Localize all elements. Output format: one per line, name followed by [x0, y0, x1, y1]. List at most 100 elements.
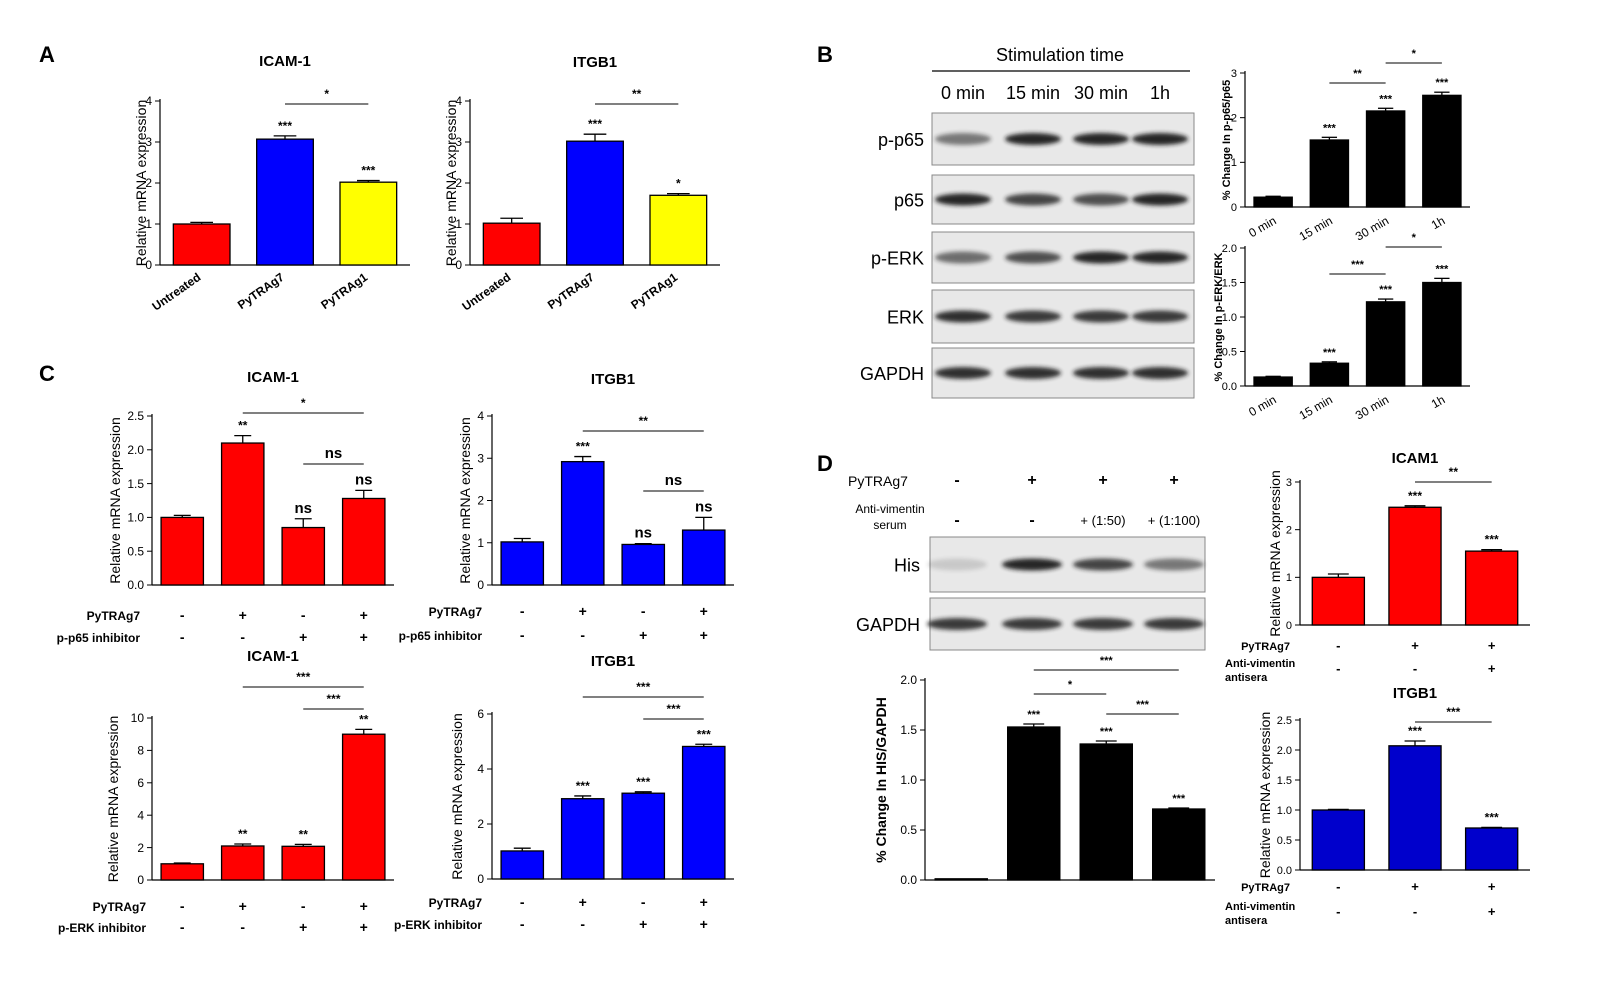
panel-c-chart-1-comp-label-1: ns [665, 472, 683, 489]
panel-d-band-1-2 [1073, 618, 1133, 630]
panel-c-chart-3-row-label-1: p-ERK inhibitor [394, 918, 482, 932]
panel-a-itgb1-sig-1: *** [588, 117, 602, 131]
panel-c-chart-3-ytick-label-1: 2 [477, 817, 484, 831]
panel-c-chart-0-ytick-label-2: 1.0 [127, 511, 144, 525]
panel-c-chart-0-comp-label-0: * [301, 396, 306, 410]
panel-b-pp65-comp-label-0: ** [1353, 68, 1362, 80]
panel-c-chart-2-sig-1: ** [238, 827, 248, 841]
panel-a-icam1-ytick-label-3: 3 [145, 135, 152, 149]
panel-c-chart-3-row-1-mark-3: + [700, 916, 708, 932]
panel-d-chart-1-chart: 0.0 0.5 1.0 1.5 2.0 2.5 Relative mRNA expressi… [1225, 685, 1530, 927]
panel-b-letter: B [817, 42, 833, 67]
panel-c-chart-2-row-1-mark-2: + [299, 919, 307, 935]
panel-c-chart-0-ytick-label-3: 1.5 [127, 477, 144, 491]
panel-d-chart-0-bar-0 [1311, 576, 1366, 626]
panel-a-itgb1-ylabel: Relative mRNA expression [443, 100, 459, 267]
panel-d-band-0-3 [1144, 558, 1204, 571]
panel-b-lane-label-0: 0 min [941, 83, 985, 103]
panel-c-chart-3-sig-2: *** [636, 775, 650, 789]
panel-d-his-bar-1 [1007, 726, 1061, 881]
panel-a-itgb1-ytick-label-2: 2 [455, 176, 462, 190]
panel-b-perk-bar-0 [1253, 376, 1293, 387]
panel-b-row-label-3: ERK [887, 308, 924, 328]
panel-c-chart-0-row-0-mark-1: + [239, 607, 247, 623]
panel-c-chart-1-sig-3: ns [695, 498, 713, 515]
panel-a-icam1-sig-1: *** [278, 119, 292, 133]
panel-a-icam1-sig-2: *** [361, 164, 375, 178]
row-label-line-2: antisera [1225, 915, 1268, 927]
panel-c-chart-2-row-1-mark-3: + [360, 919, 368, 935]
panel-c-chart-3-bar-0 [500, 850, 545, 880]
panel-b-band-0-3 [1132, 133, 1188, 145]
panel-b-band-1-2 [1073, 193, 1129, 206]
panel-d-chart-1-bar-0 [1311, 809, 1366, 871]
panel-c-chart-1-row-label-1: p-p65 inhibitor [399, 629, 483, 643]
panel-c-chart-0-chart: 0.0 0.5 1.0 1.5 2.0 2.5 Relative mRNA expressi… [57, 369, 394, 645]
panel-d-band-1-1 [1002, 618, 1062, 630]
panel-b-perk-chart: 0.00.51.01.52.0% Change In p-ERK/ERK ****… [1213, 232, 1470, 423]
panel-b-pp65-bar-0 [1253, 196, 1293, 208]
panel-a-icam1-ytick-label-0: 0 [145, 258, 152, 272]
panel-d-chart-0-bar-2 [1464, 550, 1519, 626]
panel-c-chart-1-row-1-mark-2: + [639, 627, 647, 643]
panel-a-itgb1-cat-label-1: PyTRAg7 [545, 270, 597, 312]
panel-c-chart-1-row-1-mark-3: + [700, 627, 708, 643]
panel-b-band-0-0 [935, 133, 991, 145]
panel-b-lane-label-1: 15 min [1006, 83, 1060, 103]
panel-c-chart-0-bar-1 [220, 442, 265, 586]
panel-d-band-0-0 [927, 558, 987, 571]
panel-d-chart-0-sig-2: *** [1485, 533, 1499, 547]
panel-b-perk-ytick-label-3: 1.5 [1222, 277, 1237, 289]
panel-d-his-bar-0 [934, 878, 989, 881]
panel-d-band-0-1 [1002, 558, 1062, 571]
panel-b-header: Stimulation time [996, 45, 1124, 65]
panel-a-icam1-title: ICAM-1 [259, 53, 311, 70]
panel-c-chart-3-bar-3 [681, 745, 726, 880]
panel-c-chart-1-comp-label-0: ** [639, 414, 649, 428]
panel-d-chart-0-row-label-0: PyTRAg7 [1241, 641, 1290, 653]
panel-c-chart-3-ytick-label-0: 0 [477, 872, 484, 886]
panel-b-row-label-2: p-ERK [871, 249, 924, 269]
panel-c-chart-3-row-0-mark-1: + [579, 894, 587, 910]
panel-d-treat-1-mark-2: + (1:50) [1080, 513, 1125, 528]
panel-d-chart-0-row-1-mark-2: + [1488, 661, 1496, 676]
panel-d-treat-0-mark-0: - [954, 472, 959, 489]
panel-c-chart-3-row-0-mark-0: - [520, 894, 525, 910]
panel-c-chart-3-comp-label-1: *** [666, 702, 680, 716]
panel-c-chart-2-bar-1 [220, 845, 265, 881]
panel-d-his-sig-3: *** [1172, 793, 1186, 805]
panel-b-pp65-bar-3 [1422, 94, 1462, 208]
panel-b-band-3-3 [1132, 310, 1188, 323]
panel-c-chart-2-ytick-label-5: 10 [131, 711, 145, 725]
panel-d-chart-1-bar-2 [1464, 827, 1519, 871]
panel-b-perk-ylabel: % Change In p-ERK/ERK [1213, 252, 1225, 381]
panel-c-chart-1-ytick-label-3: 3 [477, 451, 484, 465]
panel-d-chart-0-ytick-label-1: 1 [1286, 572, 1292, 584]
panel-b-perk-sig-1: *** [1323, 347, 1337, 359]
panel-b-band-2-1 [1005, 251, 1061, 264]
panel-c-chart-0-row-label-1: p-p65 inhibitor [57, 631, 141, 645]
panel-d-chart-1-row-0-mark-2: + [1488, 879, 1496, 894]
panel-c-chart-1-bar-2 [621, 543, 666, 586]
panel-c-chart-0-row-0-mark-2: - [301, 607, 306, 623]
panel-c-chart-0-ytick-label-0: 0.0 [127, 578, 144, 592]
panel-b-perk-bar-2 [1365, 301, 1406, 387]
panel-b-lane-label-3: 1h [1150, 83, 1170, 103]
panel-d-chart-0-comp-label-0: ** [1449, 465, 1459, 479]
panel-d-chart-0-row-1-mark-1: - [1413, 661, 1417, 676]
panel-c-chart-2-ytick-label-1: 2 [137, 841, 144, 855]
panel-d-treat-1-mark-3: + (1:100) [1148, 513, 1200, 528]
panel-b-band-3-1 [1005, 310, 1061, 323]
panel-b-band-1-0 [935, 193, 991, 206]
panel-c-chart-0-row-1-mark-3: + [360, 629, 368, 645]
panel-b-blot: Stimulation time 0 min 15 min 30 min 1h p-p65… [860, 45, 1195, 399]
panel-d-his-comp-label-0: *** [1100, 655, 1114, 667]
panel-a-icam1-bar-0 [172, 223, 231, 266]
panel-c-chart-1-ytick-label-2: 2 [477, 494, 484, 508]
panel-d-his-ytick-label-4: 2.0 [900, 673, 917, 687]
panel-a-icam1-comp-label-0: * [324, 87, 329, 101]
